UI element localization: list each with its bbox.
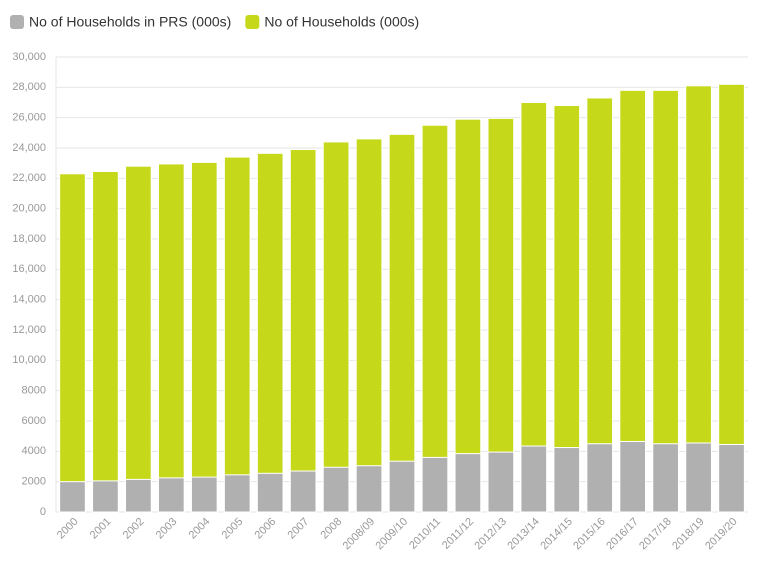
x-tick-label: 2005 xyxy=(220,516,246,542)
bar xyxy=(256,472,284,513)
bar xyxy=(586,97,614,513)
bar xyxy=(454,453,482,513)
bar xyxy=(289,470,317,513)
y-tick-label: 4000 xyxy=(22,445,46,457)
y-tick-label: 24,000 xyxy=(12,142,46,154)
y-tick-label: 14,000 xyxy=(12,294,46,306)
x-tick-label: 2012/13 xyxy=(472,516,509,553)
bar xyxy=(421,456,449,513)
bar xyxy=(619,440,647,513)
bar xyxy=(92,171,119,513)
bar xyxy=(685,442,712,513)
bar xyxy=(256,152,284,513)
x-tick-label: 2017/18 xyxy=(637,516,674,553)
x-tick-label: 2007 xyxy=(286,516,312,542)
bar xyxy=(59,173,86,513)
x-tick-label: 2008/09 xyxy=(341,516,378,553)
x-tick-label: 2018/19 xyxy=(670,516,707,553)
bar xyxy=(190,476,218,513)
x-tick-label: 2011/12 xyxy=(440,516,476,552)
bar xyxy=(487,117,515,513)
bar xyxy=(652,443,679,513)
y-tick-label: 2000 xyxy=(22,476,46,488)
bar xyxy=(454,118,482,513)
y-tick-label: 30,000 xyxy=(12,51,46,63)
y-tick-label: 18,000 xyxy=(12,233,46,245)
bar xyxy=(355,138,383,513)
bar xyxy=(125,478,152,513)
bar xyxy=(586,443,614,513)
x-tick-label: 2016/17 xyxy=(604,516,641,553)
bar xyxy=(553,105,581,513)
x-tick-label: 2006 xyxy=(253,516,279,542)
x-tick-label: 2003 xyxy=(154,516,180,542)
bar xyxy=(223,156,251,513)
bar xyxy=(520,102,548,513)
legend-swatch xyxy=(245,15,260,29)
x-tick-label: 2009/10 xyxy=(374,516,411,553)
y-tick-label: 0 xyxy=(40,506,46,518)
y-tick-label: 16,000 xyxy=(12,263,46,275)
x-tick-label: 2010/11 xyxy=(407,516,443,552)
x-tick-label: 2000 xyxy=(55,516,81,542)
y-tick-label: 6000 xyxy=(22,415,46,427)
bar xyxy=(652,89,679,513)
y-tick-label: 22,000 xyxy=(12,172,46,184)
bar xyxy=(157,163,185,513)
legend-swatch xyxy=(10,15,24,29)
x-tick-label: 2015/16 xyxy=(571,516,608,553)
bar xyxy=(125,165,152,513)
bar xyxy=(388,133,416,513)
y-tick-label: 20,000 xyxy=(12,203,46,215)
bar xyxy=(718,83,745,513)
y-tick-label: 8000 xyxy=(22,385,46,397)
y-tick-label: 10,000 xyxy=(12,354,46,366)
bar xyxy=(718,444,745,513)
bar xyxy=(59,481,86,513)
bar xyxy=(157,477,185,513)
x-tick-label: 2019/20 xyxy=(703,516,740,553)
bar xyxy=(388,460,416,513)
y-tick-label: 26,000 xyxy=(12,112,46,124)
x-tick-label: 2013/14 xyxy=(505,516,542,553)
x-tick-label: 2014/15 xyxy=(538,516,575,553)
bar xyxy=(223,474,251,513)
x-tick-label: 2008 xyxy=(318,516,344,542)
bar xyxy=(289,149,317,513)
legend-label: No of Households (000s) xyxy=(264,14,419,30)
bar xyxy=(520,445,548,513)
bar xyxy=(190,161,218,513)
bar xyxy=(685,85,712,513)
x-tick-label: 2002 xyxy=(121,516,147,542)
bar xyxy=(322,141,350,513)
bar xyxy=(92,480,119,513)
bar xyxy=(355,465,383,513)
y-tick-label: 28,000 xyxy=(12,81,46,93)
y-tick-label: 12,000 xyxy=(12,324,46,336)
bar xyxy=(421,124,449,513)
bar xyxy=(487,451,515,513)
x-tick-label: 2001 xyxy=(88,516,114,542)
bar xyxy=(553,447,581,513)
x-tick-label: 2004 xyxy=(187,516,213,542)
bar xyxy=(322,466,350,513)
legend-label: No of Households in PRS (000s) xyxy=(29,14,231,30)
